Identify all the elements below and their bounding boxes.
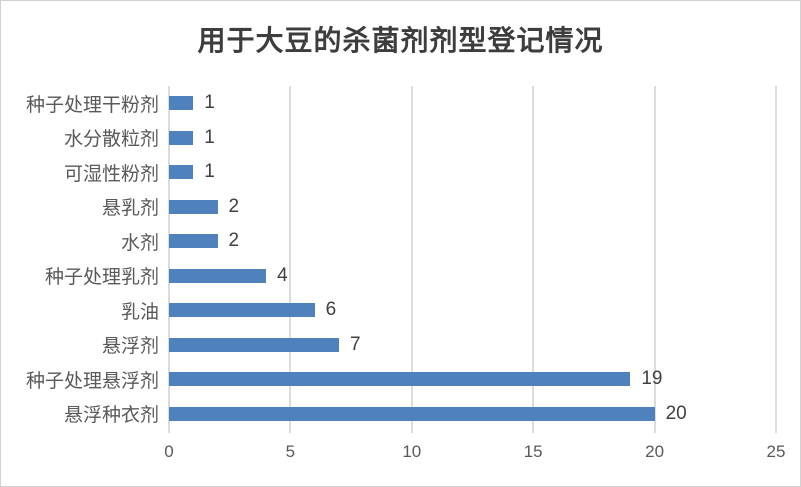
category-label: 种子处理悬浮剂 (25, 370, 159, 392)
bar (169, 303, 315, 318)
category-label: 悬乳剂 (101, 198, 159, 220)
category-label: 种子处理乳剂 (44, 267, 159, 289)
category-label: 水分散粒剂 (63, 129, 159, 151)
value-label: 20 (665, 402, 687, 424)
value-label: 6 (325, 299, 337, 321)
value-label: 2 (228, 230, 240, 252)
bar (169, 337, 339, 352)
bar (169, 96, 194, 111)
bar (169, 268, 267, 283)
bar (169, 406, 655, 421)
x-tick-label: 0 (164, 442, 174, 461)
bar (169, 165, 194, 180)
gridline (410, 86, 413, 433)
gridline (168, 86, 170, 433)
value-label: 4 (277, 264, 288, 286)
gridline (775, 86, 777, 433)
category-label: 可湿性粉剂 (63, 163, 159, 185)
category-label: 乳油 (120, 301, 159, 323)
value-label: 1 (204, 161, 215, 183)
value-label: 7 (349, 333, 361, 355)
x-tick-label: 15 (523, 442, 543, 461)
category-axis: 种子处理干粉剂水分散粒剂可湿性粉剂悬乳剂水剂种子处理乳剂乳油悬浮剂种子处理悬浮剂… (1, 86, 159, 431)
category-label: 种子处理干粉剂 (25, 94, 159, 116)
category-label: 悬浮种衣剂 (63, 405, 159, 427)
bar (169, 234, 218, 249)
x-tick-label: 5 (285, 442, 296, 461)
chart-title: 用于大豆的杀菌剂剂型登记情况 (197, 25, 604, 56)
category-label: 悬浮剂 (101, 336, 159, 358)
x-tick-label: 25 (766, 442, 786, 461)
value-label: 1 (204, 126, 215, 148)
category-label: 水剂 (120, 232, 159, 254)
value-label: 2 (228, 195, 240, 217)
x-tick-label: 20 (645, 442, 665, 461)
bar (169, 372, 631, 387)
gridline (653, 86, 656, 433)
value-label: 1 (204, 92, 215, 114)
plot-area: 1 1 1 2 2 4 6 7 19 20 (168, 86, 777, 433)
gridline (289, 86, 292, 433)
value-label: 19 (641, 368, 663, 390)
x-axis: 0 5 10 15 20 25 (164, 442, 785, 466)
bar (169, 199, 218, 214)
gridline (532, 86, 535, 433)
x-tick-label: 10 (402, 442, 422, 461)
bar (169, 130, 194, 145)
